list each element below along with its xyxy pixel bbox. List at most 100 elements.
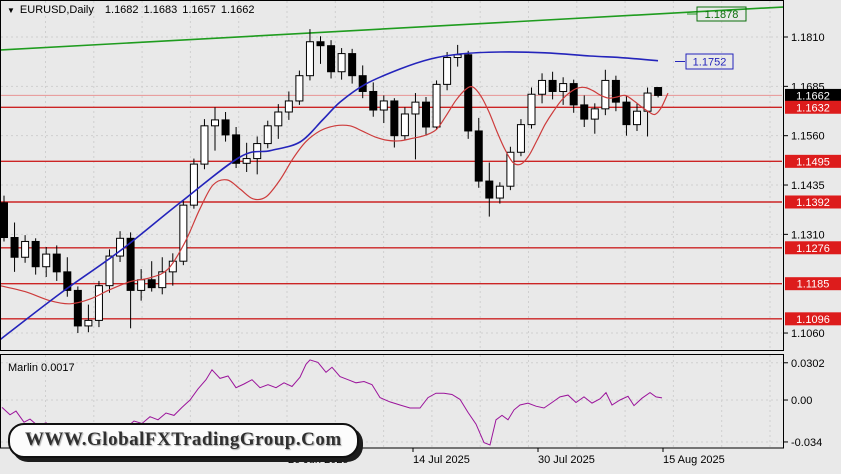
candle [63,257,72,297]
svg-text:1.1495: 1.1495 [796,156,830,168]
date-label: 15 Aug 2025 [663,454,725,466]
quote-close: 1.1662 [220,4,255,16]
candle [654,87,663,98]
svg-text:1.1632: 1.1632 [796,102,830,114]
candle [495,182,504,204]
candle [432,80,441,130]
candle [611,75,620,112]
candle [94,280,103,328]
candle [21,235,30,263]
candle [31,238,40,275]
candle [305,29,314,81]
indicator-tick-label: -0.034 [791,437,822,449]
candle [147,261,156,292]
level-price-tag: 1.1495 [785,154,841,168]
candle [548,71,557,100]
date-label: 14 Jul 2025 [413,454,470,466]
candle [295,70,304,105]
ma-blue-price-label: 1.1752 [675,53,734,70]
main-panel-border [0,0,784,351]
svg-text:1.1185: 1.1185 [797,279,830,291]
candle [506,146,515,191]
candle [622,95,631,136]
candle [1,195,8,242]
quote-high: 1.1683 [143,4,178,16]
indicator-title: Marlin 0.0017 [8,362,75,374]
candle [379,95,388,124]
quote-bar: ▼ EURUSD,Daily 1.1682 1.1683 1.1657 1.16… [7,4,255,16]
candle [42,246,51,277]
current-price-tag: 1.1662 [785,88,841,102]
sub-panel-border [0,354,784,449]
price-axis[interactable]: 1.18101.16851.15601.14351.13101.10601.16… [783,32,841,449]
trendline-price-label: 1.1878 [687,6,747,22]
candle [516,119,525,157]
candle [52,245,61,281]
candle [422,97,430,136]
indicator-value: 0.0017 [41,362,75,374]
svg-text:1.1752: 1.1752 [693,57,727,69]
level-price-tag: 1.1276 [785,241,841,255]
indicator-name: Marlin [8,362,38,374]
candle [284,91,293,120]
candle [263,120,272,149]
candle [569,79,578,113]
candle [105,249,114,293]
candle [633,103,641,131]
candle [316,36,325,64]
level-price-tag: 1.1096 [785,312,841,326]
candle [10,222,19,272]
candle [348,48,357,84]
candle [274,104,283,139]
level-price-tag: 1.1392 [785,195,841,209]
candles-layer [1,29,663,334]
price-tick-label: 1.1810 [791,32,825,44]
candle [590,103,599,134]
quote-open: 1.1682 [104,4,139,16]
candle [158,257,167,295]
indicator-tick-label: 0.0302 [791,358,825,370]
candle [369,82,378,117]
candle [474,117,483,188]
ma-red-line[interactable] [0,86,669,305]
candle [84,304,93,333]
svg-text:1.1276: 1.1276 [796,243,830,255]
indicator-tick-label: 0.00 [791,395,812,407]
symbol-period-label: EURUSD,Daily [19,4,94,16]
candle [126,232,135,329]
date-label: 30 Jul 2025 [538,454,595,466]
candle [73,286,82,334]
price-tick-label: 1.1060 [791,328,825,340]
svg-text:1.1878: 1.1878 [705,9,739,21]
candle [337,48,346,80]
candle [538,73,547,104]
ma-blue-line[interactable] [0,51,659,340]
svg-text:1.1392: 1.1392 [796,197,830,209]
price-tick-label: 1.1435 [791,180,825,192]
watermark-text: WWW.GlobalFXTradingGroup.Com [25,429,342,450]
candle [411,93,420,160]
candle [464,50,473,139]
candle [242,142,251,172]
candle [221,112,230,142]
candle [211,107,219,151]
trendline-green[interactable] [0,6,783,51]
chevron-down-icon[interactable]: ▼ [7,5,15,15]
candle [443,52,452,91]
price-tick-label: 1.1560 [791,131,825,143]
candle [179,200,188,266]
level-price-tag: 1.1632 [785,100,841,114]
candle [527,87,536,129]
candle [232,126,241,169]
candle [580,95,589,127]
main-price-panel[interactable] [0,1,783,349]
candle [559,77,568,105]
svg-text:1.1096: 1.1096 [796,314,830,326]
candle [390,98,399,148]
price-tick-label: 1.1310 [791,229,825,241]
candle [189,158,198,209]
candle [168,253,177,286]
